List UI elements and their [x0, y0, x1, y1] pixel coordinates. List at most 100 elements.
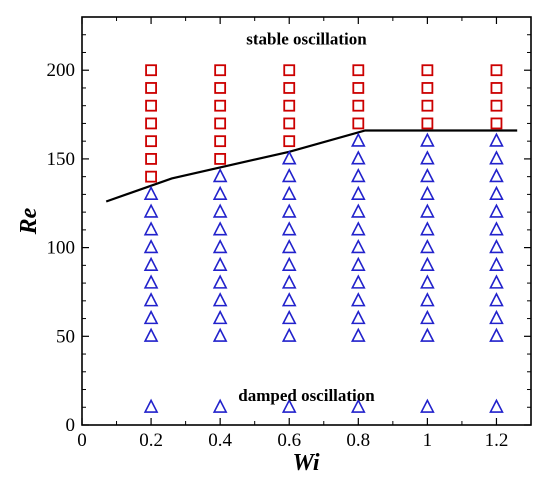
triangle-marker — [212, 309, 228, 325]
triangle-marker — [489, 203, 504, 218]
triangle-marker — [281, 309, 297, 325]
triangle-marker — [212, 167, 228, 183]
triangle-marker — [281, 256, 297, 271]
triangle-marker — [420, 274, 435, 289]
triangle-marker — [281, 221, 297, 236]
triangle-marker — [281, 185, 297, 200]
triangle-marker — [350, 132, 366, 147]
square-marker — [352, 117, 365, 130]
triangle-marker — [143, 185, 159, 200]
triangle-marker — [420, 185, 435, 200]
triangle-marker — [489, 256, 504, 271]
square-marker — [214, 117, 227, 130]
triangle-marker — [212, 203, 228, 218]
triangle-marker — [489, 274, 504, 289]
square-marker — [421, 99, 434, 112]
triangle-marker — [350, 221, 366, 236]
square-marker — [145, 64, 157, 77]
x-tick-label: 0.8 — [346, 430, 370, 451]
triangle-marker — [420, 221, 435, 236]
square-marker — [283, 135, 296, 148]
square-marker — [421, 64, 434, 77]
triangle-marker — [489, 292, 504, 307]
triangle-marker — [489, 167, 504, 183]
square-marker — [352, 64, 365, 77]
triangle-marker — [143, 256, 159, 271]
triangle-marker — [143, 238, 159, 254]
square-marker — [145, 82, 157, 94]
annotation-damped: damped oscillation — [238, 386, 375, 405]
triangle-marker — [350, 398, 366, 413]
triangle-marker — [489, 132, 504, 147]
y-axis-title: Re — [16, 207, 42, 235]
x-axis-title: Wi — [292, 450, 319, 476]
triangle-marker — [350, 327, 366, 342]
triangle-marker — [212, 327, 228, 342]
triangle-marker — [281, 238, 297, 254]
square-marker — [490, 82, 503, 94]
triangle-marker — [281, 274, 297, 289]
triangle-marker — [420, 327, 435, 342]
triangle-marker — [212, 398, 228, 413]
triangle-marker — [350, 203, 366, 218]
triangle-marker — [489, 327, 504, 342]
annotation-stable: stable oscillation — [246, 29, 367, 48]
y-tick-labels: 0 50 100 150 200 — [47, 60, 76, 436]
square-marker — [145, 170, 157, 183]
x-tick-label: 0 — [77, 430, 87, 451]
triangle-marker — [143, 203, 159, 218]
triangle-marker — [420, 132, 435, 147]
square-marker — [283, 82, 296, 94]
square-marker — [214, 153, 227, 165]
square-marker — [421, 117, 434, 130]
triangle-marker — [281, 398, 297, 413]
triangle-marker — [281, 292, 297, 307]
square-marker — [214, 82, 227, 94]
triangle-marker — [281, 327, 297, 342]
triangle-marker — [420, 398, 435, 413]
triangle-marker — [420, 238, 435, 254]
triangle-marker — [212, 292, 228, 307]
triangle-marker — [212, 238, 228, 254]
triangle-marker — [489, 185, 504, 200]
square-marker — [145, 135, 157, 148]
axis-ticks — [81, 16, 531, 426]
y-tick-label: 50 — [56, 326, 75, 347]
boundary-line — [105, 129, 518, 203]
triangle-marker — [350, 309, 366, 325]
y-tick-label: 200 — [47, 60, 76, 81]
square-marker — [214, 64, 227, 77]
square-marker — [352, 82, 365, 94]
square-marker — [283, 117, 296, 130]
square-marker — [352, 99, 365, 112]
triangle-marker — [350, 274, 366, 289]
triangle-marker — [143, 398, 159, 413]
y-tick-label: 150 — [47, 149, 76, 170]
triangle-marker — [350, 292, 366, 307]
y-tick-label: 100 — [47, 238, 76, 259]
triangle-marker — [143, 327, 159, 342]
square-marker — [283, 64, 296, 77]
triangle-marker — [420, 203, 435, 218]
triangle-marker — [420, 167, 435, 183]
triangle-marker — [212, 274, 228, 289]
triangle-marker — [143, 309, 159, 325]
triangle-marker — [281, 167, 297, 183]
triangle-marker — [489, 238, 504, 254]
square-marker — [145, 117, 157, 130]
square-marker — [421, 82, 434, 94]
x-tick-label: 0.6 — [277, 430, 301, 451]
triangle-marker — [350, 238, 366, 254]
triangle-marker — [489, 221, 504, 236]
data-markers — [143, 64, 504, 413]
square-marker — [214, 99, 227, 112]
triangle-marker — [420, 256, 435, 271]
triangle-marker — [350, 167, 366, 183]
square-marker — [145, 99, 157, 112]
triangle-marker — [350, 150, 366, 165]
square-marker — [490, 117, 503, 130]
x-tick-label: 1 — [423, 430, 433, 451]
triangle-marker — [143, 292, 159, 307]
triangle-marker — [420, 292, 435, 307]
square-marker — [490, 64, 503, 77]
